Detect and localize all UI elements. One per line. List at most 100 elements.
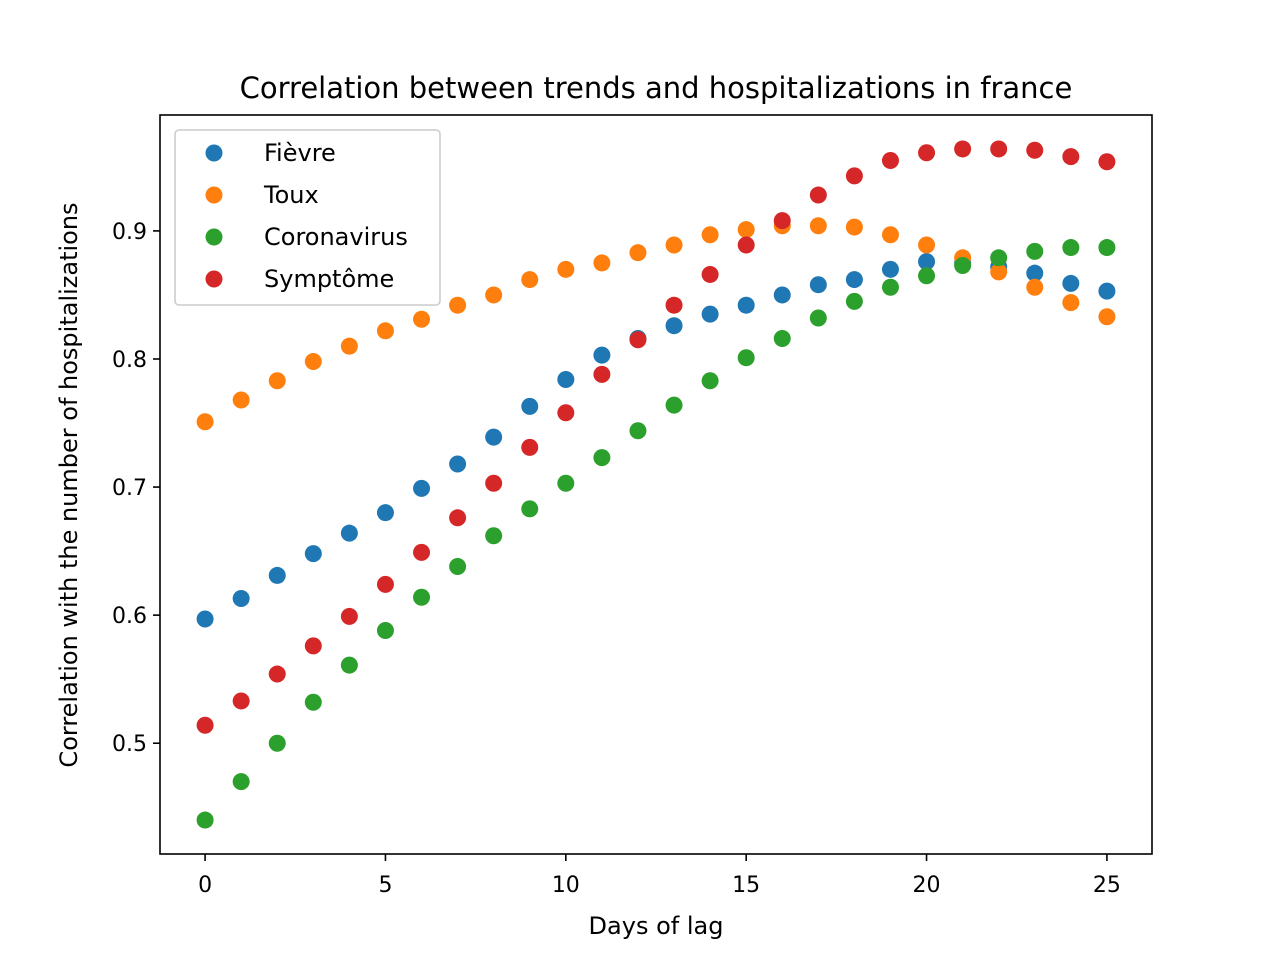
legend-label: Coronavirus xyxy=(264,223,408,251)
data-point xyxy=(557,404,575,422)
data-point xyxy=(304,353,322,371)
data-point xyxy=(485,527,503,545)
data-point xyxy=(413,543,431,561)
legend: Fièvre Toux Coronavirus Symptôme xyxy=(174,129,441,306)
data-point xyxy=(1026,264,1044,282)
data-point xyxy=(1098,239,1116,257)
x-tick-label: 10 xyxy=(552,873,580,898)
data-point xyxy=(990,140,1008,158)
data-point xyxy=(1062,274,1080,292)
data-point xyxy=(413,479,431,497)
x-tick-label: 20 xyxy=(913,873,941,898)
data-point xyxy=(954,140,972,158)
data-point xyxy=(701,372,719,390)
data-point xyxy=(881,151,899,169)
data-point xyxy=(918,236,936,254)
data-point xyxy=(701,305,719,323)
chart-title: Correlation between trends and hospitali… xyxy=(240,71,1073,105)
data-point xyxy=(773,286,791,304)
y-tick-label: 0.9 xyxy=(112,220,147,245)
data-point xyxy=(376,622,394,640)
data-point xyxy=(521,438,539,456)
data-point xyxy=(737,236,755,254)
data-point xyxy=(232,773,250,791)
data-point xyxy=(1026,141,1044,159)
data-point xyxy=(918,144,936,162)
data-point xyxy=(990,249,1008,267)
data-point xyxy=(665,236,683,254)
data-point xyxy=(485,286,503,304)
data-point xyxy=(665,296,683,314)
data-point xyxy=(845,271,863,289)
data-point xyxy=(954,256,972,274)
data-point xyxy=(701,226,719,244)
data-point xyxy=(376,504,394,522)
data-point xyxy=(701,265,719,283)
data-point xyxy=(449,296,467,314)
data-point xyxy=(629,422,647,440)
data-point xyxy=(196,811,214,829)
data-point xyxy=(521,271,539,289)
data-point xyxy=(232,692,250,710)
data-point xyxy=(918,267,936,285)
plot-area: 0 5 10 15 20 25 0.5 0.6 0.7 0.8 0.9 xyxy=(112,114,1153,898)
y-axis-label: Correlation with the number of hospitali… xyxy=(55,202,83,767)
data-point xyxy=(485,428,503,446)
x-tick-label: 25 xyxy=(1093,873,1121,898)
data-point xyxy=(593,254,611,272)
data-point xyxy=(845,218,863,236)
data-point xyxy=(196,413,214,431)
legend-box xyxy=(174,129,441,306)
data-point xyxy=(845,167,863,185)
data-point xyxy=(1062,148,1080,166)
data-point xyxy=(881,278,899,296)
x-tick-label: 0 xyxy=(198,873,212,898)
data-point xyxy=(737,221,755,239)
data-point xyxy=(232,391,250,409)
data-point xyxy=(773,329,791,347)
data-point xyxy=(268,372,286,390)
legend-marker xyxy=(205,144,223,162)
legend-marker xyxy=(205,270,223,288)
data-point xyxy=(268,665,286,683)
data-point xyxy=(340,337,358,355)
data-point xyxy=(557,474,575,492)
data-point xyxy=(557,260,575,278)
legend-marker xyxy=(205,228,223,246)
data-point xyxy=(376,322,394,340)
data-point xyxy=(918,253,936,271)
data-point xyxy=(1026,278,1044,296)
data-point xyxy=(340,656,358,674)
data-point xyxy=(1062,294,1080,312)
data-point xyxy=(1098,308,1116,326)
data-point xyxy=(1098,282,1116,300)
data-point xyxy=(593,346,611,364)
data-point xyxy=(845,292,863,310)
data-point xyxy=(413,588,431,606)
data-point xyxy=(809,186,827,204)
series-4 xyxy=(196,140,1116,734)
data-point xyxy=(881,226,899,244)
data-point xyxy=(773,212,791,230)
series-3 xyxy=(196,239,1116,829)
data-point xyxy=(737,349,755,367)
data-point xyxy=(376,575,394,593)
data-point xyxy=(304,693,322,711)
data-point xyxy=(304,637,322,655)
data-point xyxy=(593,365,611,383)
legend-label: Toux xyxy=(263,181,319,209)
data-point xyxy=(629,331,647,349)
y-tick-label: 0.6 xyxy=(112,604,147,629)
series-2 xyxy=(196,217,1116,431)
legend-marker xyxy=(205,186,223,204)
data-point xyxy=(413,310,431,328)
x-axis-label: Days of lag xyxy=(589,912,724,940)
x-tick-label: 15 xyxy=(732,873,760,898)
data-point xyxy=(268,734,286,752)
data-point xyxy=(521,500,539,518)
x-tick-label: 5 xyxy=(378,873,392,898)
plot-frame xyxy=(159,114,1153,855)
data-point xyxy=(340,524,358,542)
data-point xyxy=(809,309,827,327)
data-point xyxy=(196,610,214,628)
